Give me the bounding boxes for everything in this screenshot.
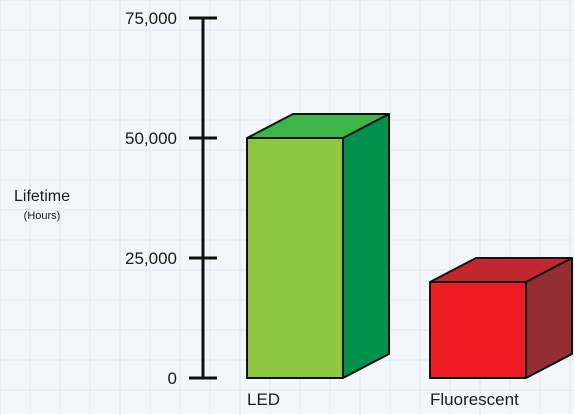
bar-front-face [246, 137, 344, 379]
y-axis-sublabel: (Hours) [24, 210, 61, 222]
y-tick-label: 50,000 [125, 129, 177, 148]
y-tick-labels: 0 25,000 50,000 75,000 [125, 9, 177, 388]
bar-side-face [342, 113, 390, 379]
y-axis [189, 16, 217, 380]
bar-led [246, 113, 390, 379]
bar-front-face [429, 281, 527, 379]
bar-fluorescent [429, 257, 573, 379]
y-tick-label: 25,000 [125, 249, 177, 268]
category-labels: LED Fluorescent [247, 390, 519, 409]
y-axis-label: Lifetime [14, 188, 70, 205]
y-tick-label: 75,000 [125, 9, 177, 28]
y-tick-label: 0 [168, 369, 177, 388]
category-label: LED [247, 390, 280, 409]
bars [246, 113, 573, 379]
category-label: Fluorescent [430, 390, 519, 409]
